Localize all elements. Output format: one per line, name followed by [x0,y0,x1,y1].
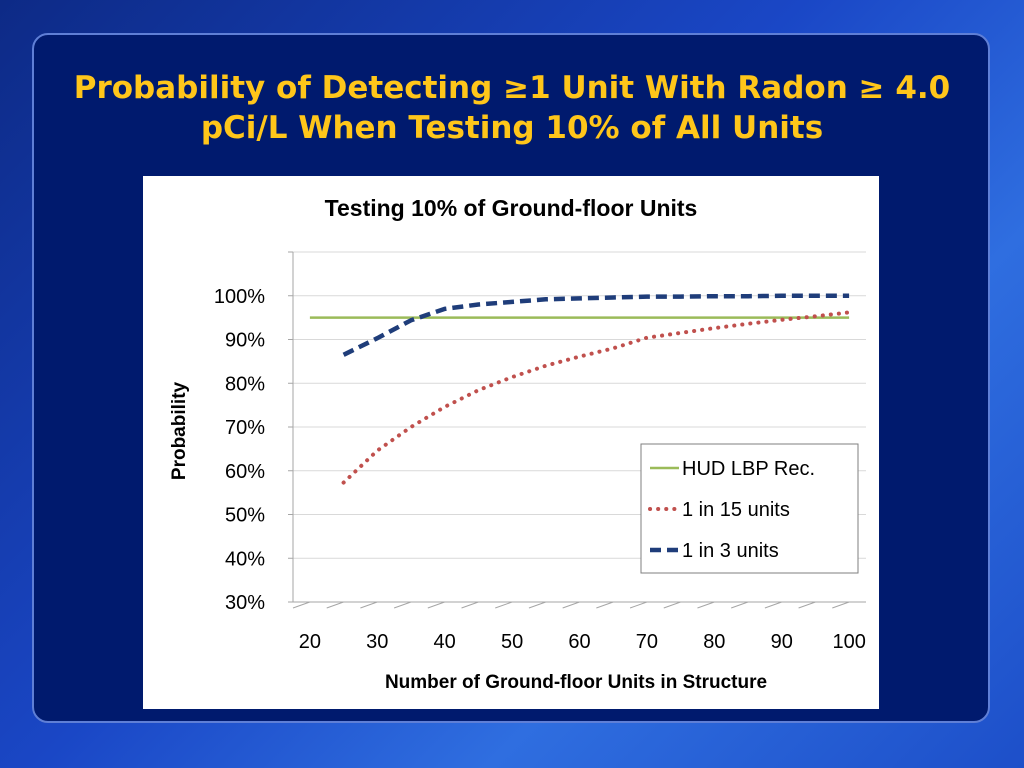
x-tick-mark [427,601,445,609]
x-tick-mark [629,601,648,609]
legend-label-1: HUD LBP Rec. [682,458,815,480]
x-tick-mark [731,601,749,609]
chart-title: Testing 10% of Ground-floor Units [325,195,698,221]
legend-label-2: 1 in 15 units [682,499,790,521]
x-tick-mark [360,601,378,609]
x-tick-label: 80 [703,631,725,653]
y-tick-label: 30% [225,592,265,614]
chart-area: 30% 40% 50% 60% 70% 80% 90% 100% 20 30 40 50 60 70 80 9… [143,176,879,709]
x-tick-mark [461,601,479,609]
y-tick-label: 60% [225,461,265,483]
y-tick-label: 40% [225,548,265,570]
x-tick-mark [596,601,614,609]
x-tick-mark [798,601,816,609]
y-tick-label: 70% [225,417,265,439]
x-tick-label: 50 [501,631,523,653]
x-tick-mark [393,601,412,609]
x-tick-mark [495,601,513,609]
x-tick-mark [528,601,546,609]
x-tick-label: 40 [434,631,456,653]
legend: HUD LBP Rec. 1 in 15 units 1 in 3 units [640,443,859,574]
x-tick-mark [663,601,681,609]
series-line-2 [341,310,852,485]
x-tick-mark [562,601,580,609]
line-chart: 30% 40% 50% 60% 70% 80% 90% 100% 20 30 40 50 60 70 80 9… [169,195,866,693]
x-tick-label: 20 [299,631,321,653]
x-tick-label: 30 [366,631,388,653]
x-tick-mark [697,601,715,609]
x-tick-label: 100 [832,631,865,653]
x-tick-label: 90 [771,631,793,653]
legend-label-3: 1 in 3 units [682,540,779,562]
slide-title-line-2: pCi/L When Testing 10% of All Units [200,110,824,146]
slide-title-line-1: Probability of Detecting ≥1 Unit With Ra… [73,70,951,106]
y-tick-label: 90% [225,330,265,352]
x-tick-mark [764,601,782,609]
series-line-3 [342,293,850,357]
y-tick-label: 80% [225,373,265,395]
y-axis-title: Probability [169,381,190,480]
x-axis-title: Number of Ground-floor Units in Structur… [385,672,767,693]
axes [288,251,866,609]
tick-labels: 30% 40% 50% 60% 70% 80% 90% 100% 20 30 40 50 60 70 80 9… [214,286,866,653]
x-tick-mark [326,601,344,609]
x-tick-label: 60 [568,631,590,653]
series-lines [309,293,852,485]
x-tick-label: 70 [636,631,658,653]
y-tick-label: 100% [214,286,265,308]
y-tick-label: 50% [225,505,265,527]
x-tick-mark [292,601,311,609]
x-tick-mark [832,601,850,609]
slide-title: Probability of Detecting ≥1 Unit With Ra… [40,68,984,148]
